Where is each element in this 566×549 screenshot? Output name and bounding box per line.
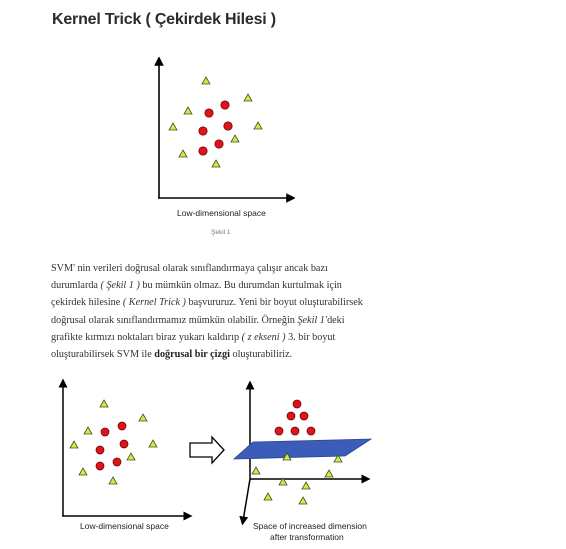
- z-axis: [243, 479, 250, 521]
- paragraph-line-3: çekirdek hilesine ( Kernel Trick ) başvu…: [51, 294, 451, 311]
- figure-2-right-axis-label-line-2: after transformation: [270, 532, 344, 542]
- triangle-point: [252, 467, 260, 474]
- figure-1-diagram: [145, 57, 295, 207]
- red-point: [275, 427, 283, 435]
- triangle-point: [127, 453, 135, 460]
- triangle-point: [184, 107, 192, 114]
- figure-2-left-axis-label: Low-dimensional space: [80, 521, 169, 531]
- triangle-point: [202, 77, 210, 84]
- figure-reference: ( Şekil 1 ): [101, 280, 140, 291]
- hollow-right-arrow-icon: [190, 437, 224, 463]
- red-point: [291, 427, 299, 435]
- right-plot: [234, 385, 371, 521]
- triangle-point: [79, 468, 87, 475]
- triangle-point: [100, 400, 108, 407]
- red-points: [199, 101, 232, 155]
- left-plot: [62, 383, 188, 516]
- axis-reference: ( z ekseni ): [242, 332, 286, 343]
- red-point: [205, 109, 213, 117]
- red-point: [96, 446, 104, 454]
- separating-plane: [234, 439, 371, 459]
- paragraph-line-2: durumlarda ( Şekil 1 ) bu mümkün olmaz. …: [51, 277, 451, 294]
- red-point: [101, 428, 109, 436]
- triangle-point: [212, 160, 220, 167]
- triangle-point: [109, 477, 117, 484]
- red-point: [96, 462, 104, 470]
- red-point: [199, 127, 207, 135]
- red-point: [287, 412, 295, 420]
- figure-1-axis-label: Low-dimensional space: [177, 208, 266, 218]
- paragraph-line-1: SVM' nin verileri doğrusal olarak sınıfl…: [51, 260, 451, 277]
- triangle-point: [149, 440, 157, 447]
- triangle-point: [302, 482, 310, 489]
- triangle-point: [231, 135, 239, 142]
- triangle-points: [169, 77, 262, 167]
- triangle-point: [179, 150, 187, 157]
- figure-2-right-axis-label-line-1: Space of increased dimension: [253, 521, 367, 531]
- paragraph-line-6: oluşturabilirsek SVM ile doğrusal bir çi…: [51, 346, 451, 363]
- paragraph-line-5: grafikte kırmızı noktaları biraz yukarı …: [51, 329, 451, 346]
- red-point: [221, 101, 229, 109]
- red-point: [199, 147, 207, 155]
- triangle-point: [84, 427, 92, 434]
- paragraph-line-4: doğrusal olarak sınıflandırmamız mümkün …: [51, 312, 451, 329]
- figure-1-caption: Şekil 1: [211, 229, 231, 236]
- red-point: [224, 122, 232, 130]
- figure-reference: Şekil 1': [297, 315, 327, 326]
- red-point: [307, 427, 315, 435]
- body-paragraph: SVM' nin verileri doğrusal olarak sınıfl…: [51, 260, 451, 363]
- triangle-point: [244, 94, 252, 101]
- term-reference: ( Kernel Trick ): [123, 297, 186, 308]
- triangle-point: [264, 493, 272, 500]
- triangle-point: [254, 122, 262, 129]
- triangle-point: [299, 497, 307, 504]
- triangle-point: [169, 123, 177, 130]
- page-title: Kernel Trick ( Çekirdek Hilesi ): [52, 11, 276, 29]
- figure-2-diagram: [50, 375, 380, 525]
- triangle-point: [325, 470, 333, 477]
- red-point: [118, 422, 126, 430]
- red-point: [293, 400, 301, 408]
- red-point: [113, 458, 121, 466]
- emphasis-text: doğrusal bir çizgi: [154, 349, 230, 360]
- triangle-point: [139, 414, 147, 421]
- red-point: [300, 412, 308, 420]
- red-point: [120, 440, 128, 448]
- triangle-point: [70, 441, 78, 448]
- red-point: [215, 140, 223, 148]
